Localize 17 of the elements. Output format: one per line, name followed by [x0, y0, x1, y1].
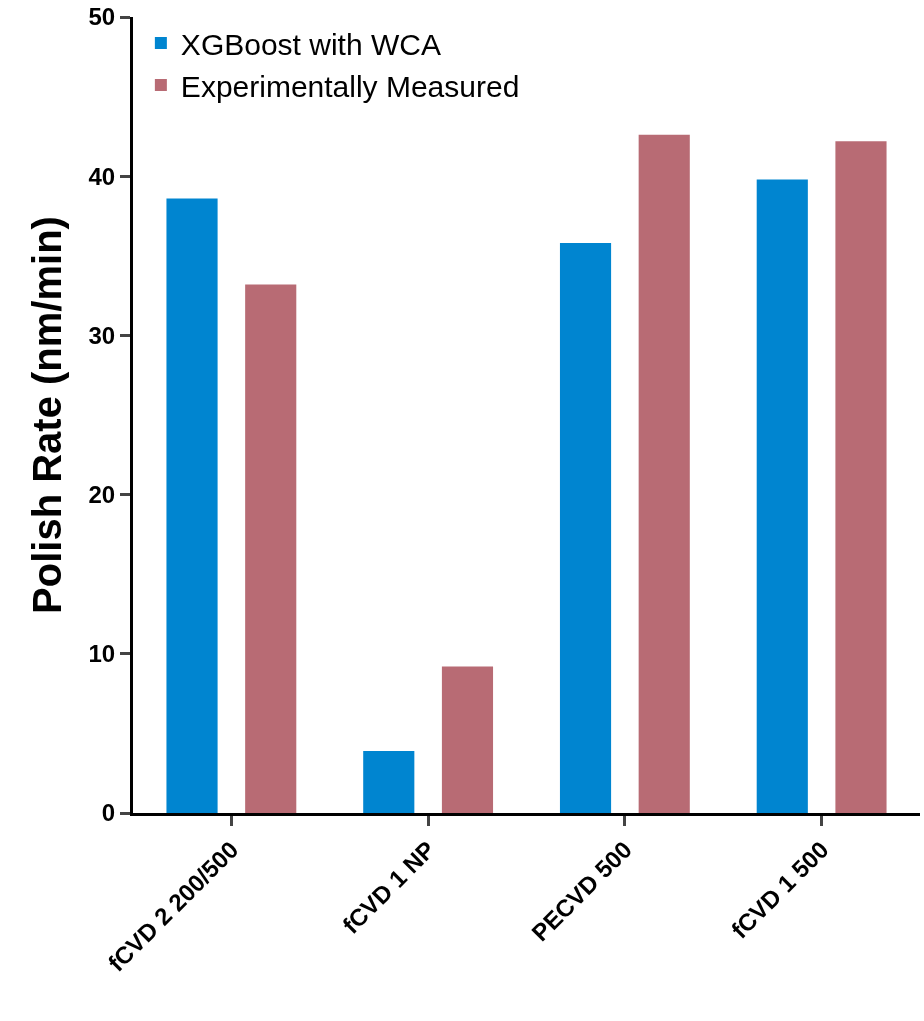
legend-label: Experimentally Measured — [180, 69, 520, 103]
bar — [559, 243, 612, 813]
y-tick-label: 30 — [88, 321, 116, 349]
bar — [835, 141, 887, 813]
bar — [363, 750, 415, 813]
y-tick-label: 50 — [88, 3, 116, 31]
bar — [756, 179, 808, 813]
y-tick-label: 40 — [88, 162, 116, 190]
y-tick-label: 20 — [88, 481, 116, 508]
y-tick-label: 10 — [88, 640, 116, 668]
bar — [245, 284, 297, 813]
legend-label: XGBoost with WCA — [180, 27, 441, 61]
y-tick-label: 0 — [101, 799, 116, 827]
bar — [638, 134, 690, 813]
bar — [441, 666, 494, 813]
y-axis-title: Polish Rate (nm/min) — [25, 216, 69, 614]
bar — [166, 198, 218, 813]
